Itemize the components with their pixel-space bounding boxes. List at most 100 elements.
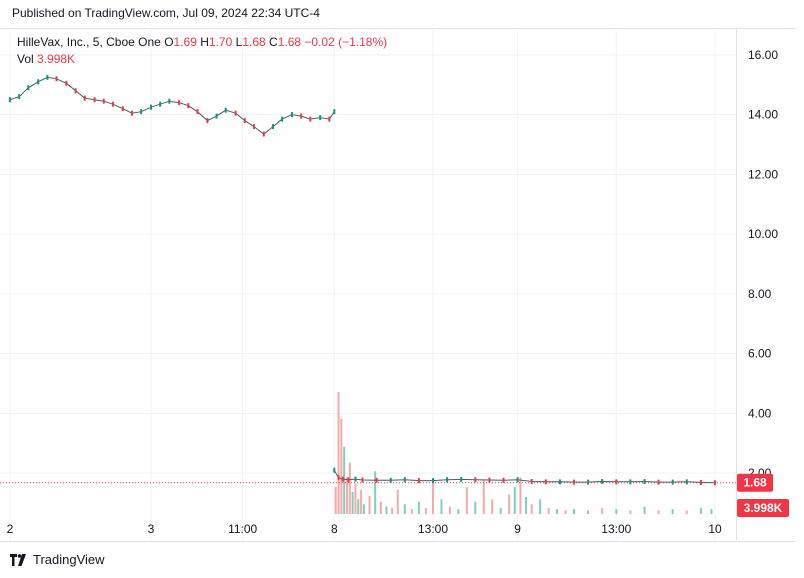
- y-tick-label: 12.00: [748, 167, 778, 181]
- volume-bar: [525, 496, 528, 514]
- price-candle: [337, 475, 340, 481]
- volume-bar: [699, 507, 702, 514]
- high-label: H: [200, 35, 209, 49]
- price-candle: [601, 479, 604, 485]
- volume-bar: [385, 506, 388, 514]
- volume-bar: [343, 446, 346, 514]
- price-candle: [206, 118, 209, 124]
- price-candle: [150, 104, 152, 110]
- volume-bar: [424, 507, 427, 514]
- volume-badge-bg: [737, 499, 789, 517]
- price-candle: [615, 479, 618, 485]
- price-candle: [55, 76, 58, 82]
- price-candle: [417, 478, 420, 484]
- volume-bar: [440, 499, 443, 514]
- volume-bar: [671, 509, 674, 514]
- price-candle: [558, 479, 561, 485]
- price-candle: [243, 118, 246, 124]
- tradingview-logo-icon: [10, 553, 26, 566]
- x-tick-label: 13:00: [601, 522, 631, 536]
- price-candle: [291, 112, 293, 118]
- price-candle: [432, 478, 434, 484]
- price-candle: [159, 101, 162, 107]
- price-candle: [111, 101, 114, 107]
- price-candle: [341, 476, 344, 482]
- y-tick-label: 6.00: [748, 347, 772, 361]
- price-candle: [389, 477, 392, 483]
- price-candle: [309, 116, 312, 122]
- price-series-line: [9, 76, 335, 135]
- volume-bar: [587, 510, 590, 514]
- volume-bar: [530, 504, 533, 514]
- volume-bar: [354, 483, 357, 514]
- price-candle: [18, 94, 21, 100]
- volume-bar: [556, 509, 559, 514]
- high-value: 1.70: [208, 35, 233, 49]
- low-value: 1.68: [242, 35, 266, 49]
- price-candle: [403, 477, 406, 483]
- tradingview-logo[interactable]: TradingView: [10, 552, 105, 567]
- volume-bar: [629, 510, 632, 514]
- low-label: L: [235, 35, 243, 49]
- price-candle: [488, 477, 491, 483]
- close-value: 1.68: [277, 35, 302, 49]
- y-tick-label: 16.00: [748, 48, 778, 62]
- price-candle: [643, 479, 646, 485]
- price-candle: [474, 477, 477, 483]
- volume-bar: [396, 489, 399, 514]
- volume-bar: [657, 510, 660, 514]
- chart-legend: HilleVax, Inc., 5, Cboe One O1.69 H1.70 …: [17, 35, 387, 49]
- y-tick-label: 14.00: [748, 108, 778, 122]
- price-candle: [252, 124, 255, 130]
- price-candle: [502, 477, 505, 483]
- volume-bar: [573, 509, 575, 514]
- price-candle: [178, 100, 181, 106]
- price-candle: [224, 107, 227, 113]
- volume-bar: [368, 495, 371, 514]
- price-candle: [657, 479, 660, 485]
- price-candle: [93, 97, 96, 103]
- price-candle: [629, 479, 632, 485]
- price-candle: [140, 109, 143, 115]
- price-candle: [262, 131, 265, 137]
- volume-bar: [474, 501, 477, 514]
- volume-bar: [710, 509, 713, 514]
- volume-bar: [334, 487, 337, 514]
- price-candle: [460, 476, 463, 482]
- volume-bar: [547, 507, 550, 514]
- volume-bar: [601, 507, 604, 514]
- tradingview-brand: TradingView: [33, 552, 105, 567]
- x-tick-label: 8: [331, 522, 338, 536]
- price-candle: [699, 479, 702, 485]
- published-note: Published on TradingView.com, Jul 09, 20…: [12, 6, 320, 20]
- volume-bar: [360, 489, 363, 514]
- price-candle: [281, 116, 284, 122]
- y-tick-label: 8.00: [748, 287, 772, 301]
- chart-panel[interactable]: [0, 28, 796, 542]
- x-tick-label: 10: [708, 522, 722, 536]
- volume-bar: [564, 510, 567, 514]
- volume-bar: [519, 477, 522, 514]
- price-candle: [587, 479, 590, 485]
- open-label: O: [164, 35, 174, 49]
- volume-bar: [348, 462, 351, 514]
- x-tick-label: 13:00: [418, 522, 448, 536]
- price-candle: [319, 115, 322, 121]
- volume-bar: [410, 509, 413, 514]
- price-candle: [333, 109, 336, 115]
- volume-bar: [391, 507, 394, 514]
- price-candle: [347, 477, 350, 483]
- price-candle: [83, 95, 86, 101]
- volume-bar: [685, 510, 688, 514]
- volume-badge: 3.998K: [744, 501, 783, 515]
- volume-bar: [508, 494, 511, 514]
- volume-bar: [340, 418, 343, 514]
- price-candle: [196, 109, 199, 115]
- volume-bar: [345, 477, 348, 514]
- volume-bar: [374, 471, 377, 514]
- x-tick-label: 11:00: [228, 522, 257, 536]
- volume-label: Vol: [17, 52, 34, 66]
- change-value: −0.02 (−1.18%): [304, 35, 388, 49]
- x-tick-label: 2: [7, 522, 14, 536]
